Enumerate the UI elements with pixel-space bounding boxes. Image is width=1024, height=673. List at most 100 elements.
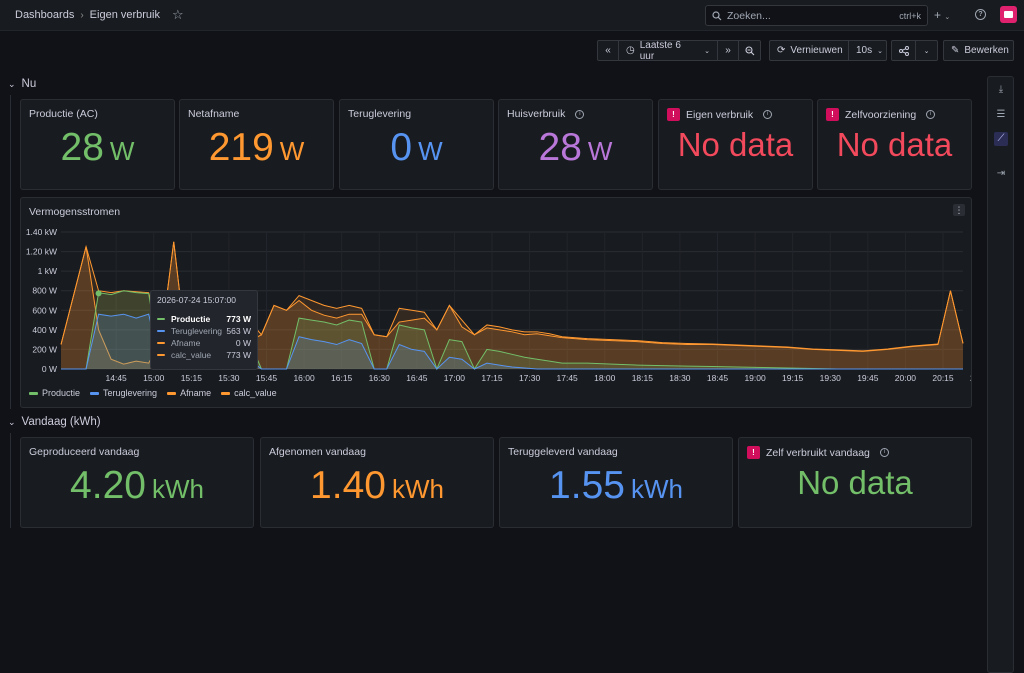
breadcrumb-dashboards[interactable]: Dashboards	[15, 9, 75, 21]
info-icon[interactable]: i	[575, 109, 585, 119]
tooltip-value: 773 W	[226, 314, 251, 324]
x-tick-label: 19:00	[744, 373, 766, 383]
chevron-down-icon: ⌄	[923, 47, 930, 55]
section-header-today[interactable]: ⌄ Vandaag (kWh)	[8, 416, 101, 428]
stat-panel[interactable]: ! Zelf verbruikt vandaag i No data	[738, 437, 972, 528]
search-icon	[712, 10, 722, 20]
x-tick-label: 17:15	[481, 373, 503, 383]
stat-value: 4.20 kWh	[21, 464, 253, 508]
legend-item[interactable]: Teruglevering	[90, 388, 157, 398]
chevrons-right-icon: »	[725, 45, 731, 56]
series-swatch	[29, 391, 38, 395]
search-input[interactable]: Zoeken... ctrl+k	[705, 5, 928, 26]
stat-number: 1.40	[310, 463, 386, 507]
stat-value: No data	[797, 463, 913, 501]
info-icon[interactable]: i	[879, 448, 889, 457]
x-tick-label: 18:45	[707, 373, 729, 383]
legend-item[interactable]: Afname	[167, 388, 211, 398]
stat-number: 28	[60, 125, 104, 169]
refresh-interval-value: 10s	[856, 45, 873, 56]
series-swatch	[157, 353, 165, 357]
section-title: Vandaag (kWh)	[21, 416, 101, 428]
warning-icon[interactable]: !	[747, 446, 760, 459]
avatar[interactable]	[1000, 6, 1017, 23]
y-tick-label: 600 W	[32, 305, 57, 315]
section-title: Nu	[21, 78, 37, 90]
stat-panel[interactable]: Huisverbruik i 28 W	[498, 99, 653, 190]
panel-title: Teruglevering	[348, 108, 411, 120]
chevron-down-icon: ⌄	[704, 47, 710, 55]
refresh-button[interactable]: ⟳ Vernieuwen	[769, 40, 849, 61]
y-tick-label: 800 W	[32, 286, 57, 296]
time-range-picker[interactable]: ◷ Laatste 6 uur ⌄	[619, 40, 718, 62]
star-icon[interactable]: ☆	[172, 7, 184, 22]
graph-icon[interactable]: ⟋	[994, 132, 1008, 146]
warning-icon[interactable]: !	[826, 108, 839, 121]
panel-title-text: Productie (AC)	[29, 108, 98, 120]
outline-icon[interactable]: ☰	[996, 109, 1006, 120]
tooltip-row: Productie 773 W	[157, 313, 251, 325]
stat-panel[interactable]: ! Zelfvoorziening i No data	[817, 99, 972, 190]
info-icon[interactable]: i	[763, 110, 773, 119]
x-tick-label: 20:00	[895, 373, 917, 383]
zoom-out-icon	[744, 45, 754, 55]
panel-title: ! Zelfvoorziening i	[826, 108, 936, 121]
series-area-afname	[61, 241, 963, 369]
search-placeholder: Zoeken...	[727, 9, 771, 22]
chart-legend: Productie Teruglevering Afname calc_value	[29, 388, 277, 398]
tooltip-value: 563 W	[226, 326, 251, 336]
time-shift-back-button[interactable]: «	[597, 40, 619, 61]
collapse-sidebar-icon[interactable]: ⇥	[996, 168, 1006, 179]
panel-title-text: Teruglevering	[348, 108, 412, 120]
panel-title: Teruggeleverd vandaag	[508, 446, 618, 458]
stat-panel[interactable]: Productie (AC) 28 W	[20, 99, 175, 190]
x-tick-label: 17:45	[557, 373, 579, 383]
panel-title: Huisverbruik i	[507, 108, 585, 120]
stat-unit: W	[587, 135, 613, 166]
tooltip-value: 773 W	[226, 350, 251, 360]
x-tick-label: 18:15	[632, 373, 654, 383]
share-menu-button[interactable]: ⌄	[916, 40, 938, 61]
section-header-now[interactable]: ⌄ Nu	[8, 78, 36, 90]
stat-panel[interactable]: Afgenomen vandaag 1.40 kWh	[260, 437, 494, 528]
stat-panel[interactable]: Geproduceerd vandaag 4.20 kWh	[20, 437, 254, 528]
y-tick-label: 200 W	[32, 344, 57, 354]
legend-item[interactable]: calc_value	[221, 388, 277, 398]
tooltip-label: Afname	[171, 338, 201, 348]
share-icon	[898, 45, 909, 56]
x-tick-label: 15:00	[143, 373, 165, 383]
download-icon[interactable]: ⤓	[998, 84, 1004, 95]
warning-icon[interactable]: !	[667, 108, 680, 121]
x-tick-label: 15:30	[218, 373, 240, 383]
time-toolbar: « ◷ Laatste 6 uur ⌄ »	[597, 40, 761, 62]
legend-item[interactable]: Productie	[29, 388, 80, 398]
refresh-interval-picker[interactable]: 10s ⌄	[849, 40, 887, 61]
tooltip-label: Teruglevering	[171, 326, 223, 336]
zoom-out-button[interactable]	[739, 40, 761, 61]
help-icon[interactable]: ?	[975, 9, 986, 20]
panel-title: Netafname	[188, 108, 239, 120]
stat-value: No data	[836, 125, 953, 163]
panel-title: Geproduceerd vandaag	[29, 446, 139, 458]
edit-button[interactable]: ✎ Bewerken	[943, 40, 1014, 61]
x-tick-label: 15:45	[256, 373, 278, 383]
add-menu-button[interactable]: + ⌄	[934, 8, 951, 22]
series-swatch	[90, 391, 100, 395]
stat-panel[interactable]: Teruggeleverd vandaag 1.55 kWh	[499, 437, 733, 528]
refresh-icon: ⟳	[777, 45, 786, 56]
panel-menu-icon[interactable]: ⋮	[953, 204, 965, 216]
stat-panel[interactable]: ! Eigen verbruik i No data	[658, 99, 813, 190]
time-shift-forward-button[interactable]: »	[718, 40, 739, 61]
x-tick-label: 16:00	[293, 373, 315, 383]
stat-number: 219	[208, 125, 274, 169]
stat-panel[interactable]: Netafname 219 W	[179, 99, 334, 190]
stat-number: 4.20	[70, 463, 146, 507]
top-bar: Dashboards › Eigen verbruik ☆ Zoeken... …	[0, 0, 1024, 31]
info-icon[interactable]: i	[926, 110, 936, 119]
stat-unit: W	[109, 135, 135, 166]
stat-panel[interactable]: Teruglevering 0 W	[339, 99, 494, 190]
x-tick-label: 19:15	[782, 373, 804, 383]
panel-title-text: Afgenomen vandaag	[269, 446, 366, 458]
share-button[interactable]	[891, 40, 916, 61]
